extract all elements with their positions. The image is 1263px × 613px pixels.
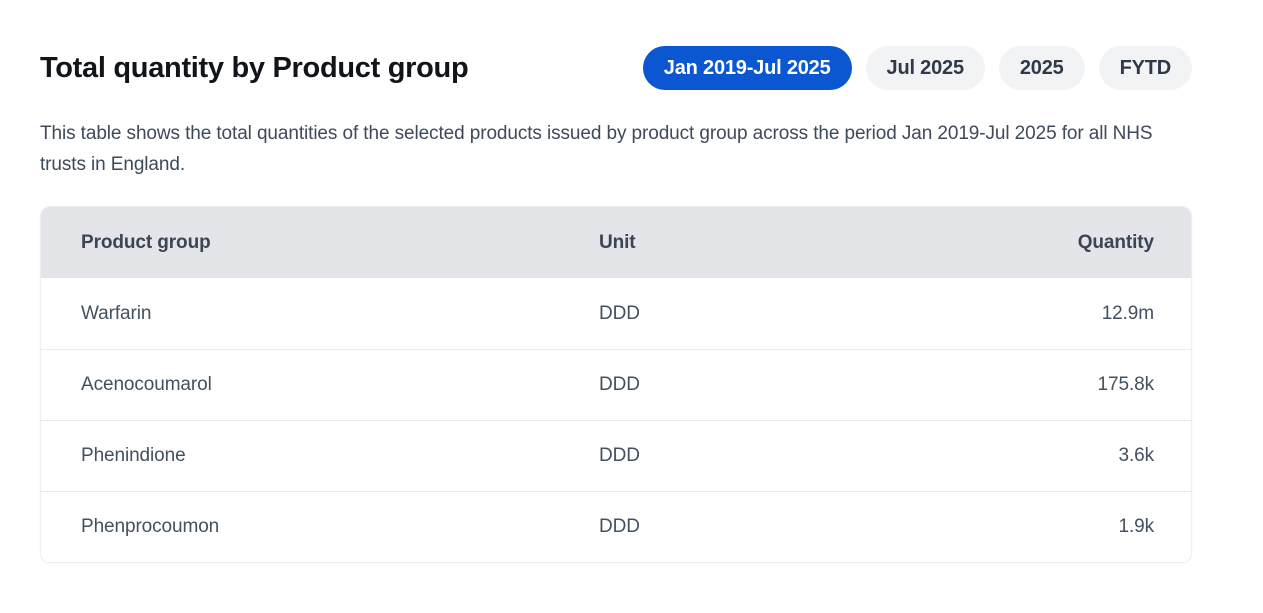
- cell-product-group: Warfarin: [81, 302, 152, 324]
- header-row: Total quantity by Product group Jan 2019…: [40, 46, 1192, 90]
- cell-unit: DDD: [599, 445, 640, 466]
- table-row: Phenindione DDD 3.6k: [41, 420, 1191, 491]
- column-header-quantity: Quantity: [1077, 231, 1154, 253]
- column-header-product-group: Product group: [81, 231, 211, 253]
- period-filter-group: Jan 2019-Jul 2025 Jul 2025 2025 FYTD: [642, 46, 1192, 90]
- table-row: Acenocoumarol DDD 175.8k: [41, 349, 1191, 420]
- table-description: This table shows the total quantities of…: [40, 123, 1153, 175]
- cell-quantity: 1.9k: [1118, 516, 1154, 537]
- quantity-table: Product group Unit Quantity Warfarin DDD…: [40, 206, 1192, 563]
- filter-pill-2025[interactable]: 2025: [998, 46, 1085, 90]
- cell-quantity: 3.6k: [1118, 445, 1154, 466]
- cell-quantity: 12.9m: [1101, 302, 1154, 324]
- page-title: Total quantity by Product group: [40, 51, 469, 84]
- table-row: Warfarin DDD 12.9m: [41, 278, 1191, 349]
- cell-unit: DDD: [599, 516, 640, 537]
- filter-pill-fytd[interactable]: FYTD: [1098, 46, 1192, 90]
- filter-pill-jul2025[interactable]: Jul 2025: [865, 46, 985, 90]
- table-header-row: Product group Unit Quantity: [41, 207, 1191, 278]
- cell-product-group: Acenocoumarol: [81, 374, 212, 395]
- page-container: Total quantity by Product group Jan 2019…: [40, 0, 1192, 563]
- cell-product-group: Phenindione: [81, 445, 186, 466]
- cell-unit: DDD: [599, 374, 640, 395]
- table-body: Warfarin DDD 12.9m Acenocoumarol DDD 175…: [41, 278, 1191, 562]
- cell-product-group: Phenprocoumon: [81, 516, 220, 537]
- cell-quantity: 175.8k: [1097, 374, 1155, 395]
- table-row: Phenprocoumon DDD 1.9k: [41, 491, 1191, 562]
- cell-unit: DDD: [599, 302, 640, 324]
- column-header-unit: Unit: [599, 231, 636, 253]
- filter-pill-jan2019-jul2025[interactable]: Jan 2019-Jul 2025: [642, 46, 852, 90]
